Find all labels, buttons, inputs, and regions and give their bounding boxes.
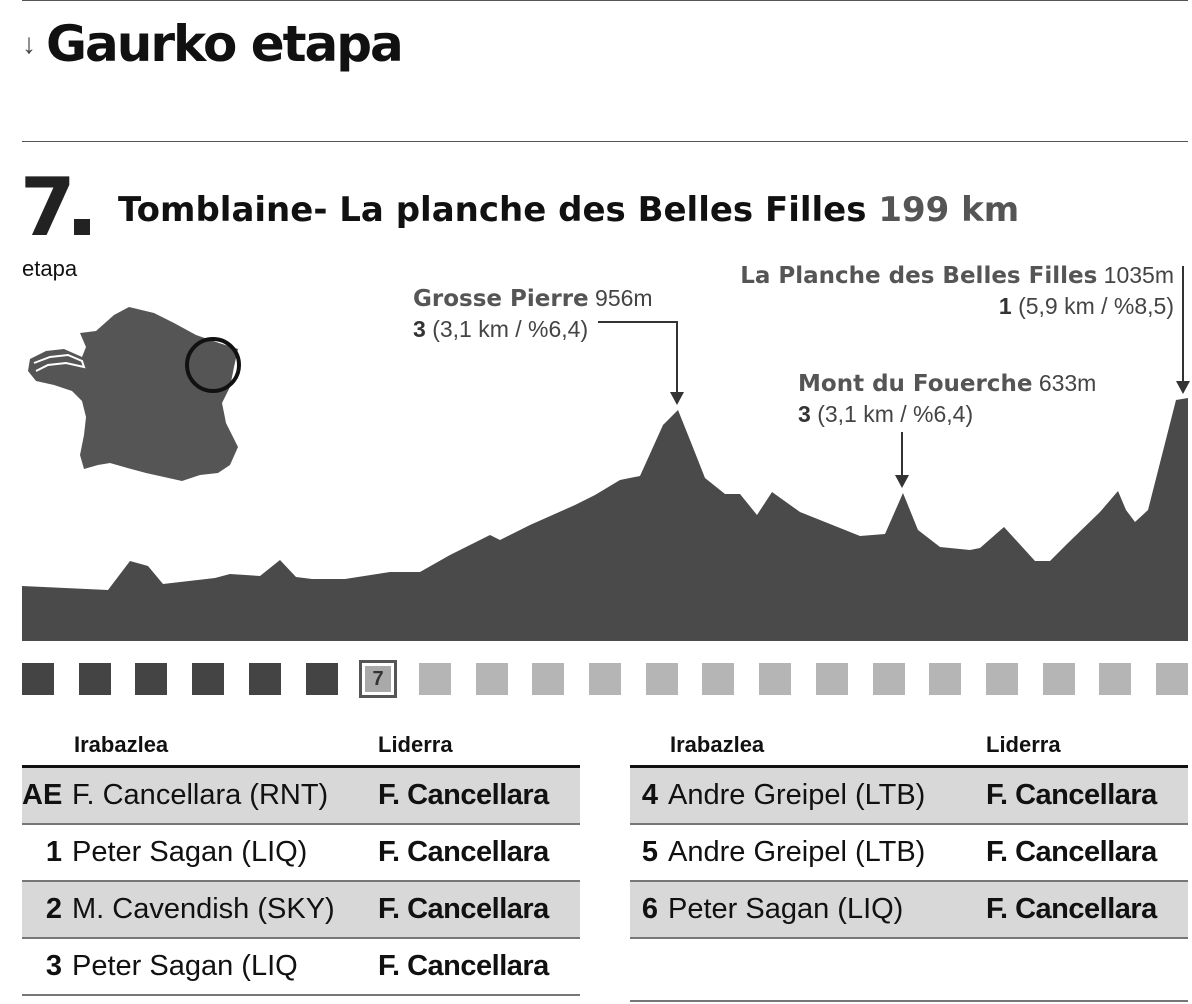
stage-square-current-label: 7 [365, 666, 391, 692]
table-row: AE F. Cancellara (RNT) F. Cancellara [22, 768, 580, 825]
climb-name: Grosse Pierre [413, 286, 589, 312]
la-planche-arrowhead [1176, 381, 1190, 394]
elevation-profile [22, 266, 1190, 641]
climb-grosse-pierre: Grosse Pierre 956m 3 (3,1 km / %6,4) [413, 283, 653, 344]
row-winner: Peter Sagan (LIQ) [72, 836, 308, 868]
stage-square-completed [192, 663, 224, 695]
row-winner: Peter Sagan (LIQ) [668, 893, 904, 925]
row-number: 5 [641, 836, 658, 868]
stage-square-completed [249, 663, 281, 695]
header-winner: Irabazlea [670, 732, 765, 757]
climb-category: 1 [998, 293, 1012, 319]
row-number: 2 [45, 893, 62, 925]
stage-number-value: 7 [20, 161, 76, 254]
stage-square-upcoming [929, 663, 961, 695]
table-row: 1 Peter Sagan (LIQ) F. Cancellara [22, 825, 580, 882]
header-leader: Liderra [378, 732, 453, 757]
stage-title: Tomblaine- La planche des Belles Filles … [118, 190, 1019, 230]
stage-square-upcoming [986, 663, 1018, 695]
grosse-pierre-arrowhead [670, 392, 684, 405]
row-winner: Andre Greipel (LTB) [668, 779, 926, 811]
brittany-outline [33, 353, 86, 372]
row-number: 6 [641, 893, 658, 925]
header-underline [630, 765, 1188, 768]
stage-number: 7 [20, 168, 90, 248]
table-row: 6 Peter Sagan (LIQ) F. Cancellara [630, 882, 1188, 939]
row-winner: F. Cancellara (RNT) [72, 779, 329, 811]
climb-la-planche: La Planche des Belles Filles 1035m 1 (5,… [740, 260, 1174, 321]
top-rule [22, 0, 1188, 1]
climb-detail: (5,9 km / %8,5) [1018, 293, 1174, 319]
row-leader: F. Cancellara [986, 779, 1157, 811]
stage-square-completed [22, 663, 54, 695]
climb-category: 3 [798, 401, 811, 427]
elevation-area [22, 398, 1188, 641]
row-winner: M. Cavendish (SKY) [72, 893, 335, 925]
table-row: 3 Peter Sagan (LIQ F. Cancellara [22, 939, 580, 996]
stage-square-upcoming [532, 663, 564, 695]
stage-strip: 7 [22, 660, 1190, 700]
stage-square-upcoming [1156, 663, 1188, 695]
france-shape [28, 307, 238, 481]
climb-name: La Planche des Belles Filles [740, 263, 1098, 289]
row-leader: F. Cancellara [378, 950, 549, 982]
stage-location-circle [185, 337, 241, 393]
climb-name: Mont du Fouerche [798, 371, 1033, 397]
results-table-right: Irabazlea Liderra 4 Andre Greipel (LTB) … [630, 732, 1188, 1002]
climb-category: 3 [413, 316, 426, 342]
stage-label: etapa [22, 256, 78, 281]
france-map [28, 307, 241, 481]
header-winner: Irabazlea [74, 732, 169, 757]
table-bottom-rule [630, 1000, 1188, 1002]
stage-square-upcoming [589, 663, 621, 695]
section-header: ↓ Gaurko etapa [22, 14, 404, 74]
row-leader: F. Cancellara [986, 893, 1157, 925]
climb-detail: (3,1 km / %6,4) [432, 316, 589, 342]
stage-square-upcoming [873, 663, 905, 695]
stage-square-upcoming [476, 663, 508, 695]
stage-square-upcoming [1043, 663, 1075, 695]
climb-altitude: 633m [1038, 370, 1097, 396]
grosse-pierre-pointer-line [598, 321, 678, 398]
section-title: Gaurko etapa [46, 15, 404, 73]
row-winner: Andre Greipel (LTB) [668, 836, 926, 868]
climb-altitude: 1035m [1103, 262, 1174, 288]
stage-square-upcoming [759, 663, 791, 695]
stage-square-completed [79, 663, 111, 695]
stage-square-completed [135, 663, 167, 695]
stage-square-upcoming [646, 663, 678, 695]
row-winner: Peter Sagan (LIQ [72, 950, 298, 982]
stage-square-upcoming [816, 663, 848, 695]
row-leader: F. Cancellara [378, 779, 549, 811]
header-underline [22, 765, 580, 768]
stage-number-dot [73, 219, 90, 235]
arrow-down-icon: ↓ [22, 28, 36, 59]
table-row: 5 Andre Greipel (LTB) F. Cancellara [630, 825, 1188, 882]
climb-altitude: 956m [595, 285, 653, 311]
stage-square-completed [306, 663, 338, 695]
header-leader: Liderra [986, 732, 1061, 757]
stage-square-upcoming [702, 663, 734, 695]
row-number: 4 [641, 779, 658, 811]
row-number: AE [22, 779, 63, 811]
row-number: 1 [45, 836, 62, 868]
row-leader: F. Cancellara [378, 836, 549, 868]
row-number: 3 [45, 950, 62, 982]
row-leader: F. Cancellara [986, 836, 1157, 868]
climb-mont-du-fouerche: Mont du Fouerche 633m 3 (3,1 km / %6,4) [798, 368, 1096, 429]
header-rule [22, 141, 1188, 142]
mont-du-fouerche-arrowhead [895, 475, 909, 488]
climb-detail: (3,1 km / %6,4) [817, 401, 974, 427]
stage-square-upcoming [419, 663, 451, 695]
stage-route: Tomblaine- La planche des Belles Filles [118, 190, 867, 230]
stage-square-upcoming [1099, 663, 1131, 695]
table-row: 4 Andre Greipel (LTB) F. Cancellara [630, 768, 1188, 825]
stage-square-current: 7 [359, 660, 397, 698]
table-row: 2 M. Cavendish (SKY) F. Cancellara [22, 882, 580, 939]
results-table-left: Irabazlea Liderra AE F. Cancellara (RNT)… [22, 732, 580, 1002]
stage-distance: 199 km [878, 190, 1020, 230]
row-leader: F. Cancellara [378, 893, 549, 925]
